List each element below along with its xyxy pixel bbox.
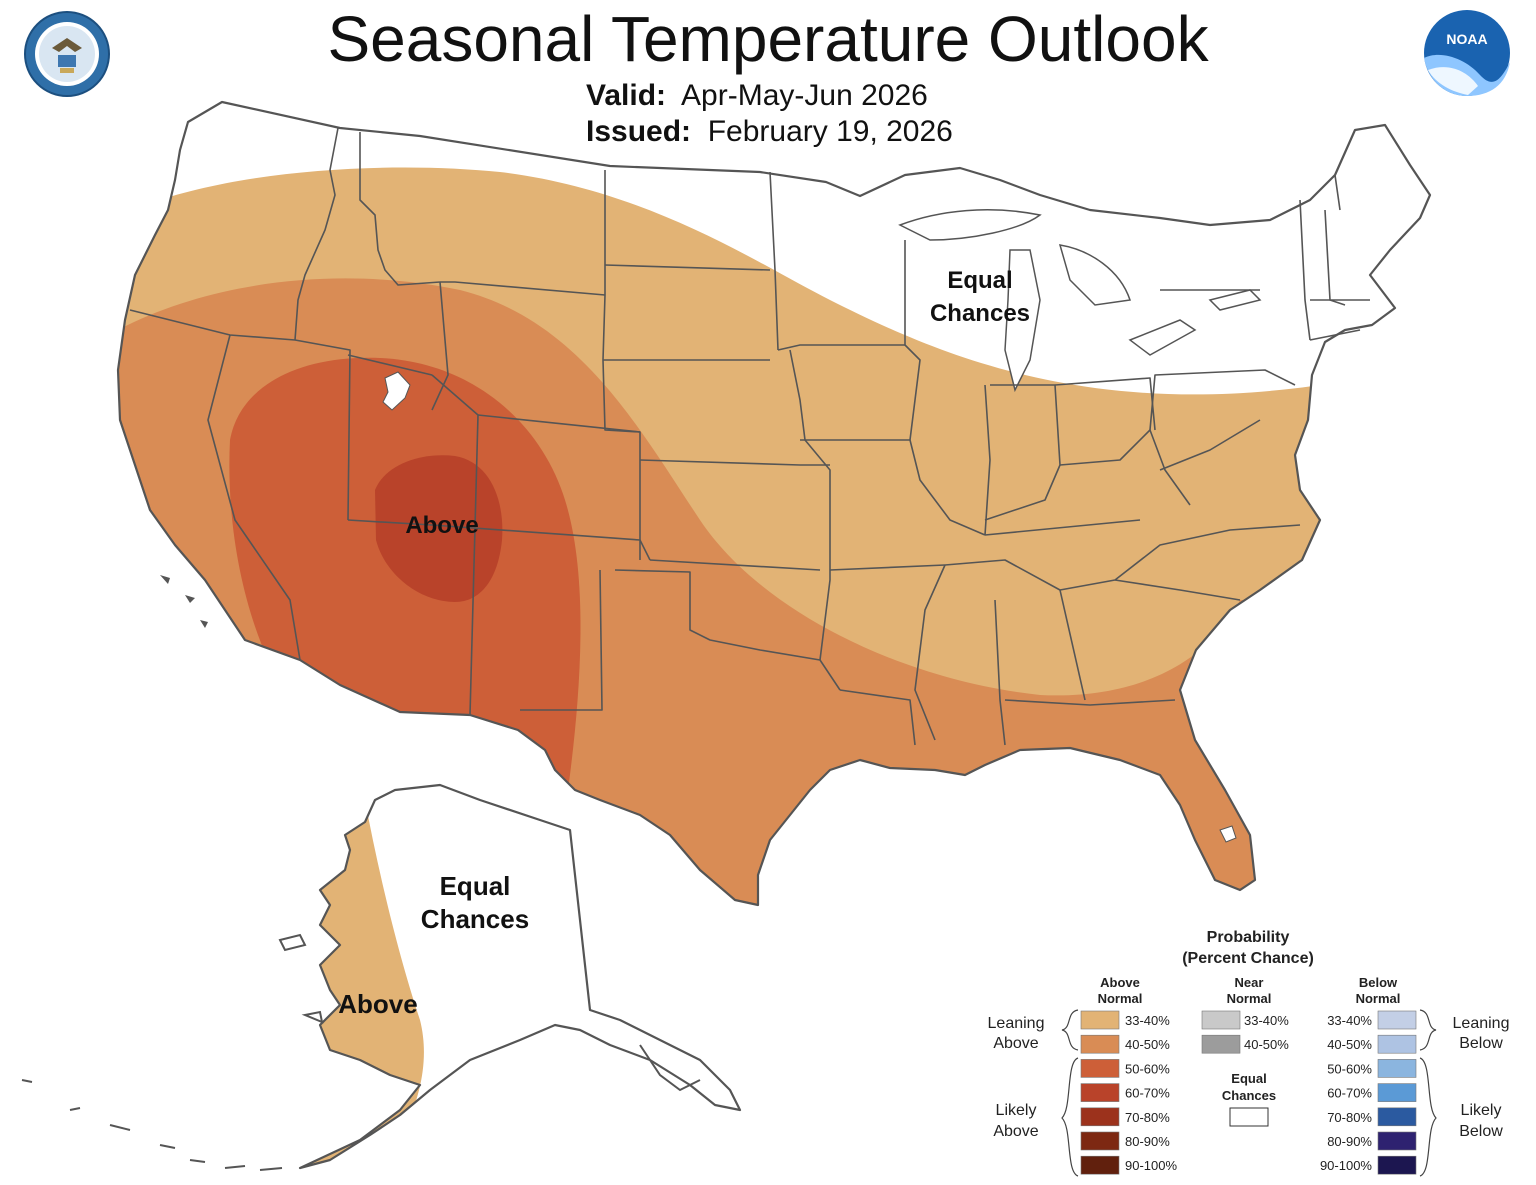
valid-value: Apr-May-Jun 2026 <box>681 79 928 112</box>
aleutian-islands <box>21 933 701 1171</box>
legend-above-swatch <box>1080 1107 1120 1127</box>
issued-line: Issued: February 19, 2026 <box>586 114 953 150</box>
conus-above-label: Above <box>405 512 478 539</box>
legend-likely-below-line1: Likely <box>1461 1102 1502 1119</box>
legend-title-line2: (Percent Chance) <box>1182 950 1314 967</box>
legend-below-swatch <box>1377 1107 1417 1127</box>
legend-above-label: 33-40% <box>1125 1013 1170 1028</box>
legend-below-swatch <box>1377 1059 1417 1078</box>
legend-above-header-line2: Normal <box>1098 991 1143 1006</box>
legend-title-line1: Probability <box>1207 929 1290 946</box>
legend-above-label: 40-50% <box>1125 1037 1170 1052</box>
page-title: Seasonal Temperature Outlook <box>327 3 1209 75</box>
great-lakes <box>898 209 1262 393</box>
legend-equal-chances-swatch <box>1229 1107 1269 1127</box>
legend-below-label: 50-60% <box>1327 1061 1372 1076</box>
legend-near-swatch <box>1201 1010 1241 1030</box>
legend-below-rows: 33-40% 40-50% 50-60% 60-70% 70-80% 80-90% 90-1… <box>1320 1010 1417 1175</box>
legend-below-header-line1: Below <box>1359 975 1398 990</box>
conus-equal-chances-label-line2: Chances <box>930 300 1030 327</box>
alaska-equal-chances-label-line2: Chances <box>421 904 529 934</box>
legend-below-label: 33-40% <box>1327 1013 1372 1028</box>
legend-leaning-below-line2: Below <box>1459 1035 1503 1052</box>
legend-below-swatch <box>1377 1034 1417 1054</box>
legend-above-swatch <box>1080 1010 1120 1030</box>
legend-near-label: 33-40% <box>1244 1013 1289 1028</box>
legend-leaning-above-line1: Leaning <box>988 1015 1045 1032</box>
legend-near-label: 40-50% <box>1244 1037 1289 1052</box>
legend-near-header-line1: Near <box>1235 975 1264 990</box>
lake-okeechobee <box>1219 825 1237 843</box>
legend-braces <box>1061 1009 1437 1177</box>
legend-near-swatch <box>1201 1034 1241 1054</box>
legend-near-rows: 33-40% 40-50% <box>1201 1010 1289 1054</box>
map-labels: Equal Chances Above Equal Chances Above <box>338 267 1030 1019</box>
legend-above-swatch <box>1080 1131 1120 1151</box>
legend-below-label: 80-90% <box>1327 1134 1372 1149</box>
legend-above-label: 50-60% <box>1125 1061 1170 1076</box>
legend-leaning-above-line2: Above <box>993 1035 1038 1052</box>
legend-equal-chances-line2: Chances <box>1222 1088 1276 1103</box>
alaska-equal-chances-label-line1: Equal <box>440 871 511 901</box>
legend-likely-above-line1: Likely <box>996 1102 1037 1119</box>
legend-below-label: 90-100% <box>1320 1158 1372 1173</box>
legend-likely-above-line2: Above <box>993 1123 1038 1140</box>
conus-outline <box>116 100 1432 907</box>
legend-below-header-line2: Normal <box>1356 991 1401 1006</box>
coastal-islands <box>160 575 208 628</box>
legend-below-label: 60-70% <box>1327 1086 1372 1101</box>
conus-outlook <box>116 100 1432 907</box>
alaska-above-label: Above <box>338 989 417 1019</box>
great-salt-lake <box>382 371 411 411</box>
legend-above-label: 90-100% <box>1125 1158 1177 1173</box>
legend-below-label: 70-80% <box>1327 1110 1372 1125</box>
legend-above-swatch <box>1080 1034 1120 1054</box>
legend-above-swatch <box>1080 1059 1120 1078</box>
legend-above-rows: 33-40% 40-50% 50-60% 60-70% 70-80% 80-90% 90-1… <box>1080 1010 1177 1175</box>
noaa-logo-icon: NOAA <box>1424 10 1510 96</box>
legend-above-swatch <box>1080 1083 1120 1102</box>
legend-below-label: 40-50% <box>1327 1037 1372 1052</box>
conus-equal-chances-label-line1: Equal <box>947 267 1012 294</box>
legend-below-swatch <box>1377 1155 1417 1175</box>
legend-below-swatch <box>1377 1010 1417 1030</box>
valid-line: Valid: Apr-May-Jun 2026 <box>586 78 928 114</box>
legend-equal-chances-line1: Equal <box>1231 1071 1266 1086</box>
legend-leaning-below-line1: Leaning <box>1453 1015 1510 1032</box>
valid-label: Valid: <box>586 79 667 112</box>
legend-above-header-line1: Above <box>1100 975 1140 990</box>
zone-above-60-70 <box>375 455 503 602</box>
legend-likely-below-line2: Below <box>1459 1123 1503 1140</box>
legend-near-header-line2: Normal <box>1227 991 1272 1006</box>
legend-above-label: 60-70% <box>1125 1086 1170 1101</box>
legend-above-label: 80-90% <box>1125 1134 1170 1149</box>
legend-above-label: 70-80% <box>1125 1110 1170 1125</box>
alaska-outlook <box>21 783 742 1171</box>
noaa-logo-text: NOAA <box>1446 31 1487 47</box>
legend: Probability (Percent Chance) Above Norma… <box>988 929 1510 1177</box>
state-borders <box>129 127 1370 746</box>
issued-value: February 19, 2026 <box>707 115 953 148</box>
legend-above-swatch <box>1080 1155 1120 1175</box>
legend-below-swatch <box>1377 1083 1417 1102</box>
alaska-outline <box>298 783 742 1170</box>
department-of-commerce-seal-icon <box>24 11 110 97</box>
issued-label: Issued: <box>586 115 692 148</box>
legend-below-swatch <box>1377 1131 1417 1151</box>
